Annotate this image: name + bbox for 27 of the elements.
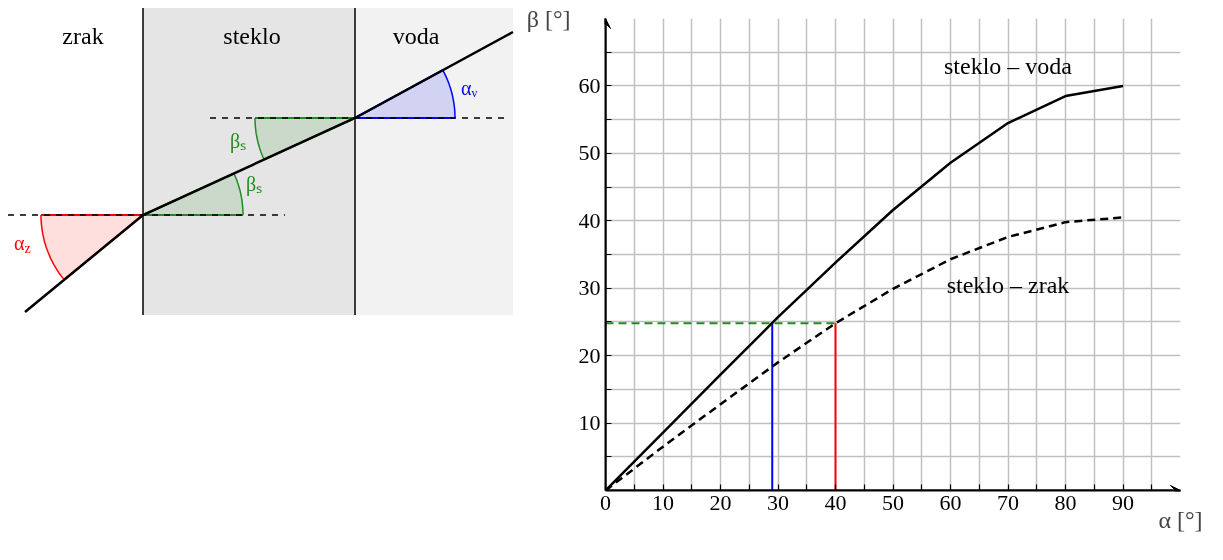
x-tick-label: 50	[882, 489, 904, 515]
y-tick-label: 40	[578, 207, 601, 233]
text: α$_{z}$	[14, 231, 31, 257]
y-tick-label: 50	[578, 140, 601, 166]
x-tick-label: 0	[600, 489, 611, 515]
x-tick-label: 30	[767, 489, 789, 515]
x-tick-label: 90	[1112, 489, 1134, 515]
x-axis-title: α [°]	[1158, 506, 1203, 533]
x-tick-label: 70	[997, 489, 1019, 515]
text: zrak	[62, 22, 104, 49]
y-axis-title: β [°]	[526, 5, 571, 32]
y-tick-label: 10	[578, 410, 601, 436]
x-tick-label: 60	[939, 489, 962, 515]
x-tick-label: 10	[652, 489, 674, 515]
series-label: steklo – zrak	[946, 271, 1070, 298]
x-tick-label: 40	[824, 489, 847, 515]
y-tick-label: 30	[578, 275, 601, 301]
text: αᵥ	[461, 76, 478, 99]
x-tick-label: 80	[1054, 489, 1077, 515]
y-tick-label: 20	[578, 342, 601, 368]
y-tick-label: 60	[578, 72, 601, 98]
text: voda	[392, 22, 440, 49]
series-label: steklo – voda	[944, 52, 1073, 79]
text: βₛ	[246, 172, 263, 196]
text: steklo	[223, 22, 281, 49]
x-tick-label: 20	[709, 489, 732, 515]
text: βₛ	[230, 129, 247, 153]
